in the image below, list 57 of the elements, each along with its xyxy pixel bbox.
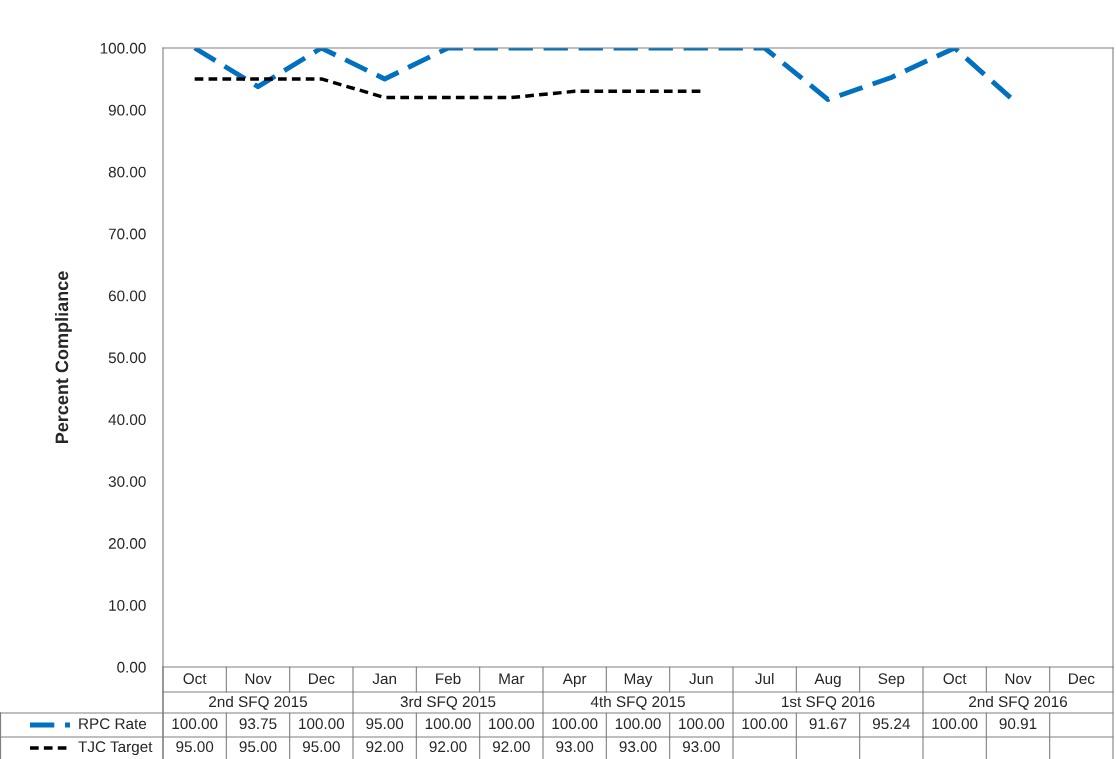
y-tick-label: 50.00 bbox=[108, 352, 146, 364]
data-label: 95.00 bbox=[302, 741, 340, 753]
data-label: 100.00 bbox=[489, 718, 535, 730]
y-tick-label: 40.00 bbox=[108, 414, 146, 426]
x-tick-label: Mar bbox=[499, 673, 525, 685]
x-tick-label: May bbox=[624, 673, 653, 688]
y-tick-label: 0.00 bbox=[117, 661, 146, 673]
data-label: 95.00 bbox=[239, 741, 277, 753]
data-label: 95.00 bbox=[176, 741, 214, 753]
y-tick-label: 20.00 bbox=[108, 538, 146, 549]
data-label: 100.00 bbox=[679, 718, 725, 730]
data-label: 100.00 bbox=[172, 718, 218, 730]
x-tick-label: Aug bbox=[814, 673, 841, 688]
text: 2nd SFQ 2016 bbox=[969, 695, 1068, 710]
legend-label: RPC Rate bbox=[79, 718, 147, 730]
data-label: 100.00 bbox=[425, 718, 471, 730]
text: 1st SFQ 2016 bbox=[782, 696, 875, 710]
data-label: 92.00 bbox=[492, 741, 530, 753]
y-tick-label: 70.00 bbox=[108, 228, 146, 240]
data-label: 90.91 bbox=[999, 718, 1037, 730]
data-label: 100.00 bbox=[615, 718, 661, 730]
x-tick-label: Feb bbox=[436, 672, 461, 685]
x-tick-label: Nov bbox=[1005, 673, 1032, 685]
x-tick-label: Jun bbox=[689, 673, 713, 685]
data-label: 100.00 bbox=[742, 718, 788, 730]
data-label: 95.24 bbox=[872, 718, 910, 730]
data-label: 100.00 bbox=[932, 718, 978, 730]
y-tick-label: 30.00 bbox=[108, 476, 146, 487]
y-tick-label: 60.00 bbox=[108, 290, 146, 302]
data-label: 93.00 bbox=[682, 741, 720, 753]
data-label: 93.00 bbox=[556, 741, 594, 753]
text: 3rd SFQ 2015 bbox=[400, 695, 496, 710]
data-label: 92.00 bbox=[429, 741, 467, 753]
y-tick-label: 90.00 bbox=[108, 104, 146, 116]
y-axis-title: Percent Compliance bbox=[55, 271, 72, 444]
text: 4th SFQ 2015 bbox=[590, 695, 685, 710]
y-tick-label: 100.00 bbox=[100, 42, 146, 54]
x-tick-label: Apr bbox=[562, 673, 587, 688]
x-tick-label: Jan bbox=[372, 673, 396, 685]
data-label: 100.00 bbox=[299, 718, 345, 730]
data-label: 91.67 bbox=[809, 718, 847, 730]
data-label: 95.00 bbox=[366, 718, 404, 730]
x-tick-label: Sep bbox=[878, 673, 905, 688]
data-label: 93.75 bbox=[239, 718, 277, 730]
legend-label: TJC Target bbox=[78, 741, 153, 756]
data-label: 100.00 bbox=[552, 718, 598, 730]
x-tick-label: Oct bbox=[943, 673, 967, 685]
x-tick-label: Oct bbox=[183, 673, 207, 685]
y-tick-label: 10.00 bbox=[109, 599, 146, 611]
data-label: 93.00 bbox=[619, 741, 657, 753]
x-tick-label: Jul bbox=[755, 672, 774, 685]
data-label: 92.00 bbox=[366, 741, 404, 753]
x-tick-label: Dec bbox=[309, 673, 335, 685]
x-tick-label: Dec bbox=[1069, 673, 1095, 685]
x-tick-label: Nov bbox=[245, 673, 272, 685]
text: 2nd SFQ 2015 bbox=[209, 695, 308, 710]
y-tick-label: 80.00 bbox=[108, 166, 146, 178]
